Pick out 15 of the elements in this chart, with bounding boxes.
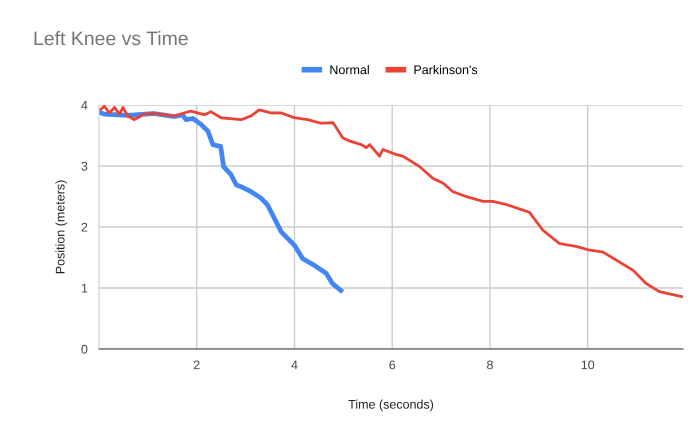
x-tick-label: 4 — [291, 360, 298, 370]
chart-title: Left Knee vs Time — [34, 30, 188, 46]
y-tick-label: 0 — [81, 344, 88, 354]
x-tick-label: 6 — [389, 360, 396, 370]
y-tick-label: 2 — [82, 222, 88, 232]
y-tick-label: 1 — [82, 284, 88, 293]
legend-label: Normal — [330, 65, 369, 74]
y-tick-label: 3 — [81, 162, 88, 171]
y-tick-label: 4 — [81, 100, 88, 110]
legend-label: Parkinson's — [414, 65, 478, 74]
x-tick-label: 10 — [582, 360, 594, 370]
x-tick-label: 8 — [487, 360, 493, 370]
y-axis-title: Position (meters) — [55, 180, 68, 274]
x-tick-label: 2 — [194, 360, 200, 370]
x-axis-title: Time (seconds) — [348, 400, 434, 412]
